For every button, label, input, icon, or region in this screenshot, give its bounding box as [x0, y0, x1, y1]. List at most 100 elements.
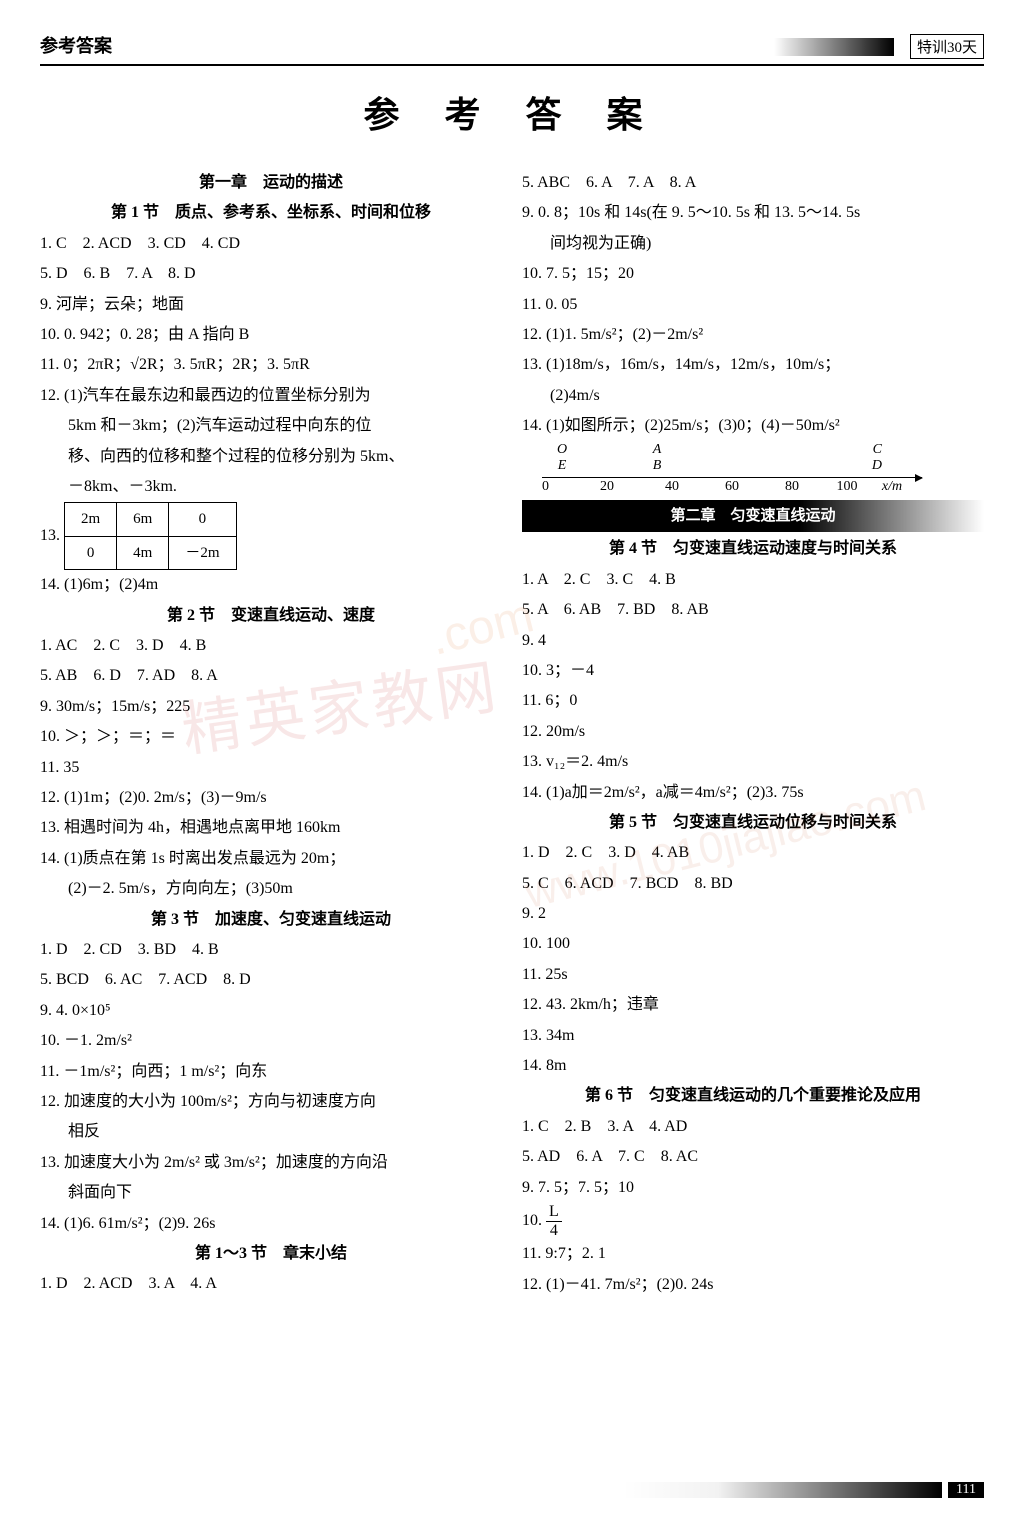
table-cell: 4m — [117, 536, 169, 570]
diagram-label: O — [542, 442, 582, 459]
diagram-label: A — [582, 442, 732, 459]
answer-line: 5. ABC 6. A 7. A 8. A — [522, 168, 984, 198]
tick-label: 100 — [822, 479, 872, 496]
answer-line: 10. L4 — [522, 1203, 984, 1239]
answer-line: 14. 8m — [522, 1051, 984, 1081]
table-cell: －2m — [169, 536, 236, 570]
answer-line: 移、向西的位移和整个过程的位移分别为 5km、 — [40, 442, 502, 472]
tick-label: 20 — [572, 479, 642, 496]
left-column: 第一章 运动的描述 第 1 节 质点、参考系、坐标系、时间和位移 1. C 2.… — [40, 168, 502, 1300]
answer-line: 9. 30m/s；15m/s；225 — [40, 692, 502, 722]
answer-line: 13. 加速度大小为 2m/s² 或 3m/s²；加速度的方向沿 — [40, 1148, 502, 1178]
answer-line: 9. 4. 0×10⁵ — [40, 996, 502, 1026]
answer-line: 9. 2 — [522, 899, 984, 929]
axis-line — [542, 477, 922, 479]
section4-title: 第 4 节 匀变速直线运动速度与时间关系 — [522, 534, 984, 564]
answer-line: 1. C 2. ACD 3. CD 4. CD — [40, 229, 502, 259]
answer-line: 9. 河岸；云朵；地面 — [40, 290, 502, 320]
answer-line: 9. 0. 8；10s 和 14s(在 9. 5～10. 5s 和 13. 5～… — [522, 198, 984, 228]
answer-line: 11. 0. 05 — [522, 290, 984, 320]
answer-line: 5. AB 6. D 7. AD 8. A — [40, 661, 502, 691]
answer-line: 11. 6；0 — [522, 686, 984, 716]
answer-line: 14. (1)a加＝2m/s²，a减＝4m/s²；(2)3. 75s — [522, 778, 984, 808]
answer-line: 5km 和－3km；(2)汽车运动过程中向东的位 — [40, 411, 502, 441]
answer-line: 11. 0；2πR；√2R；3. 5πR；2R；3. 5πR — [40, 350, 502, 380]
answer-line: 12. (1)1. 5m/s²；(2)－2m/s² — [522, 320, 984, 350]
answer-line: 14. (1)如图所示；(2)25m/s；(3)0；(4)－50m/s² — [522, 411, 984, 441]
right-column: 5. ABC 6. A 7. A 8. A 9. 0. 8；10s 和 14s(… — [522, 168, 984, 1300]
fraction-num: L — [546, 1203, 562, 1222]
answer-label: 13. — [40, 521, 60, 551]
answer-line: 5. C 6. ACD 7. BCD 8. BD — [522, 869, 984, 899]
answer-line: 13. 相遇时间为 4h，相遇地点离甲地 160km — [40, 813, 502, 843]
tick-label: 40 — [642, 479, 702, 496]
answer-line: (2)4m/s — [522, 381, 984, 411]
diagram-label: D — [732, 458, 882, 475]
number-line-diagram: O A C E B D 0 20 40 60 80 — [542, 442, 984, 496]
answer-line: 1. A 2. C 3. C 4. B — [522, 565, 984, 595]
footer-gradient — [622, 1482, 942, 1498]
main-title: 参 考 答 案 — [40, 86, 984, 138]
answer-line: 10. ＞；＞；＝；＝ — [40, 722, 502, 752]
answer-line: 12. (1)1m；(2)0. 2m/s；(3)－9m/s — [40, 783, 502, 813]
answer-line: 12. (1)－41. 7m/s²；(2)0. 24s — [522, 1270, 984, 1300]
chapter2-banner: 第二章 匀变速直线运动 — [522, 500, 984, 533]
answer-line: 14. (1)6m；(2)4m — [40, 570, 502, 600]
answer-line: 10. －1. 2m/s² — [40, 1026, 502, 1056]
table-cell: 0 — [65, 536, 117, 570]
q13-row: 13. 2m 6m 0 0 4m －2m — [40, 502, 502, 570]
header-left-label: 参考答案 — [40, 32, 112, 58]
answer-line: 5. A 6. AB 7. BD 8. AB — [522, 595, 984, 625]
tick-label: 80 — [762, 479, 822, 496]
answer-line: 10. 3；－4 — [522, 656, 984, 686]
answer-line: 9. 7. 5；7. 5；10 — [522, 1173, 984, 1203]
fraction-den: 4 — [546, 1222, 562, 1240]
section3-title: 第 3 节 加速度、匀变速直线运动 — [40, 905, 502, 935]
answer-line: 5. D 6. B 7. A 8. D — [40, 259, 502, 289]
answer-line: 5. AD 6. A 7. C 8. AC — [522, 1142, 984, 1172]
table-cell: 6m — [117, 503, 169, 537]
answer-table: 2m 6m 0 0 4m －2m — [64, 502, 237, 570]
answer-line: 11. 25s — [522, 960, 984, 990]
answer-line: 11. 9:7；2. 1 — [522, 1239, 984, 1269]
answer-line: －8km、－3km. — [40, 472, 502, 502]
table-cell: 2m — [65, 503, 117, 537]
page-footer: 111 — [622, 1482, 984, 1498]
section1-title: 第 1 节 质点、参考系、坐标系、时间和位移 — [40, 198, 502, 228]
answer-line: 10. 0. 942；0. 28；由 A 指向 B — [40, 320, 502, 350]
section5-title: 第 5 节 匀变速直线运动位移与时间关系 — [522, 808, 984, 838]
page-header: 参考答案 特训30天 — [40, 30, 984, 66]
answer-line: 1. D 2. ACD 3. A 4. A — [40, 1269, 502, 1299]
header-right-label: 特训30天 — [910, 34, 984, 59]
fraction: L4 — [546, 1203, 562, 1239]
section13-title: 第 1～3 节 章末小结 — [40, 1239, 502, 1269]
section2-title: 第 2 节 变速直线运动、速度 — [40, 601, 502, 631]
diagram-label: B — [582, 458, 732, 475]
answer-line: 相反 — [40, 1117, 502, 1147]
answer-line: 13. (1)18m/s，16m/s，14m/s，12m/s，10m/s； — [522, 350, 984, 380]
answer-line: 9. 4 — [522, 626, 984, 656]
diagram-label: C — [732, 442, 882, 459]
answer-label: 10. — [522, 1212, 546, 1229]
answer-line: 12. (1)汽车在最东边和最西边的位置坐标分别为 — [40, 381, 502, 411]
answer-line: 5. BCD 6. AC 7. ACD 8. D — [40, 965, 502, 995]
answer-line: 10. 100 — [522, 929, 984, 959]
answer-line: 13. 34m — [522, 1021, 984, 1051]
header-right: 特训30天 — [764, 30, 984, 60]
header-gradient — [774, 38, 894, 56]
answer-line: 1. D 2. CD 3. BD 4. B — [40, 935, 502, 965]
chapter1-title: 第一章 运动的描述 — [40, 168, 502, 198]
diagram-label: E — [542, 458, 582, 475]
section6-title: 第 6 节 匀变速直线运动的几个重要推论及应用 — [522, 1081, 984, 1111]
tick-label: 0 — [542, 479, 572, 496]
answer-line: 13. v₁₂＝2. 4m/s — [522, 747, 984, 777]
answer-line: 14. (1)6. 61m/s²；(2)9. 26s — [40, 1209, 502, 1239]
answer-line: 14. (1)质点在第 1s 时离出发点最远为 20m； — [40, 844, 502, 874]
answer-line: 12. 加速度的大小为 100m/s²；方向与初速度方向 — [40, 1087, 502, 1117]
answer-line: 1. C 2. B 3. A 4. AD — [522, 1112, 984, 1142]
answer-line: 10. 7. 5；15；20 — [522, 259, 984, 289]
page-number: 111 — [948, 1482, 984, 1498]
table-cell: 0 — [169, 503, 236, 537]
answer-line: 12. 20m/s — [522, 717, 984, 747]
answer-line: 1. D 2. C 3. D 4. AB — [522, 838, 984, 868]
